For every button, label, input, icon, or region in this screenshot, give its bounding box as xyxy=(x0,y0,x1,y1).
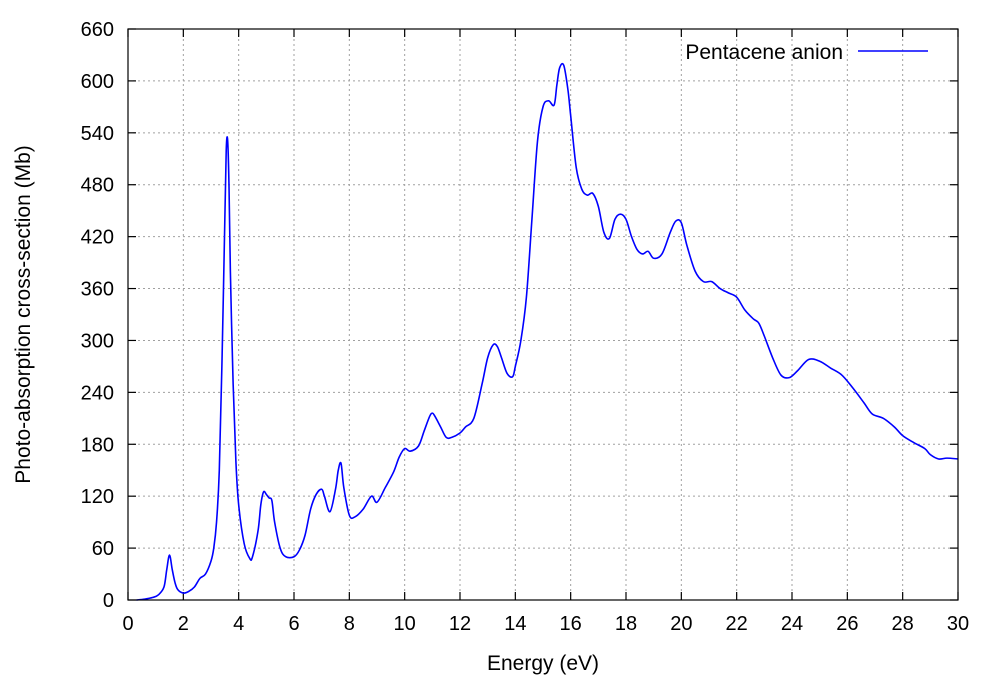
y-tick-label: 420 xyxy=(81,227,114,249)
axis-ticks xyxy=(127,28,959,601)
series-line xyxy=(136,62,959,601)
x-tick-labels: 0 2 4 6 8 10 12 14 16 18 20 22 24 26 28 30 xyxy=(122,613,969,635)
x-tick-label: 26 xyxy=(836,613,858,635)
y-tick-label: 240 xyxy=(81,382,114,404)
x-tick-label: 16 xyxy=(560,613,582,635)
y-axis-title: Photo-absorption cross-section (Mb) xyxy=(12,145,35,483)
x-tick-label: 4 xyxy=(233,613,244,635)
x-tick-label: 22 xyxy=(726,613,748,635)
y-tick-label: 660 xyxy=(81,19,114,41)
y-tick-label: 300 xyxy=(81,330,114,352)
x-tick-label: 2 xyxy=(178,613,189,635)
x-tick-label: 14 xyxy=(504,613,526,635)
grid xyxy=(128,29,958,600)
x-tick-label: 12 xyxy=(449,613,471,635)
x-tick-label: 18 xyxy=(615,613,637,635)
plot-frame xyxy=(127,28,959,601)
x-axis-title: Energy (eV) xyxy=(487,652,599,675)
y-tick-labels: 0 60 120 180 240 300 360 420 480 540 600 660 xyxy=(81,19,114,612)
y-tick-label: 540 xyxy=(81,123,114,145)
x-tick-label: 20 xyxy=(670,613,692,635)
x-tick-label: 0 xyxy=(122,613,133,635)
y-tick-label: 120 xyxy=(81,486,114,508)
y-tick-label: 180 xyxy=(81,434,114,456)
legend: Pentacene anion xyxy=(685,41,928,64)
x-tick-label: 24 xyxy=(781,613,803,635)
x-tick-label: 6 xyxy=(288,613,299,635)
x-tick-label: 8 xyxy=(344,613,355,635)
y-tick-label: 360 xyxy=(81,279,114,301)
legend-label: Pentacene anion xyxy=(685,41,843,64)
x-tick-label: 10 xyxy=(394,613,416,635)
y-tick-label: 480 xyxy=(81,175,114,197)
y-tick-label: 0 xyxy=(103,590,114,612)
y-tick-label: 60 xyxy=(92,538,114,560)
y-tick-label: 600 xyxy=(81,71,114,93)
x-tick-label: 30 xyxy=(947,613,969,635)
series-layer xyxy=(136,62,959,601)
x-tick-label: 28 xyxy=(892,613,914,635)
